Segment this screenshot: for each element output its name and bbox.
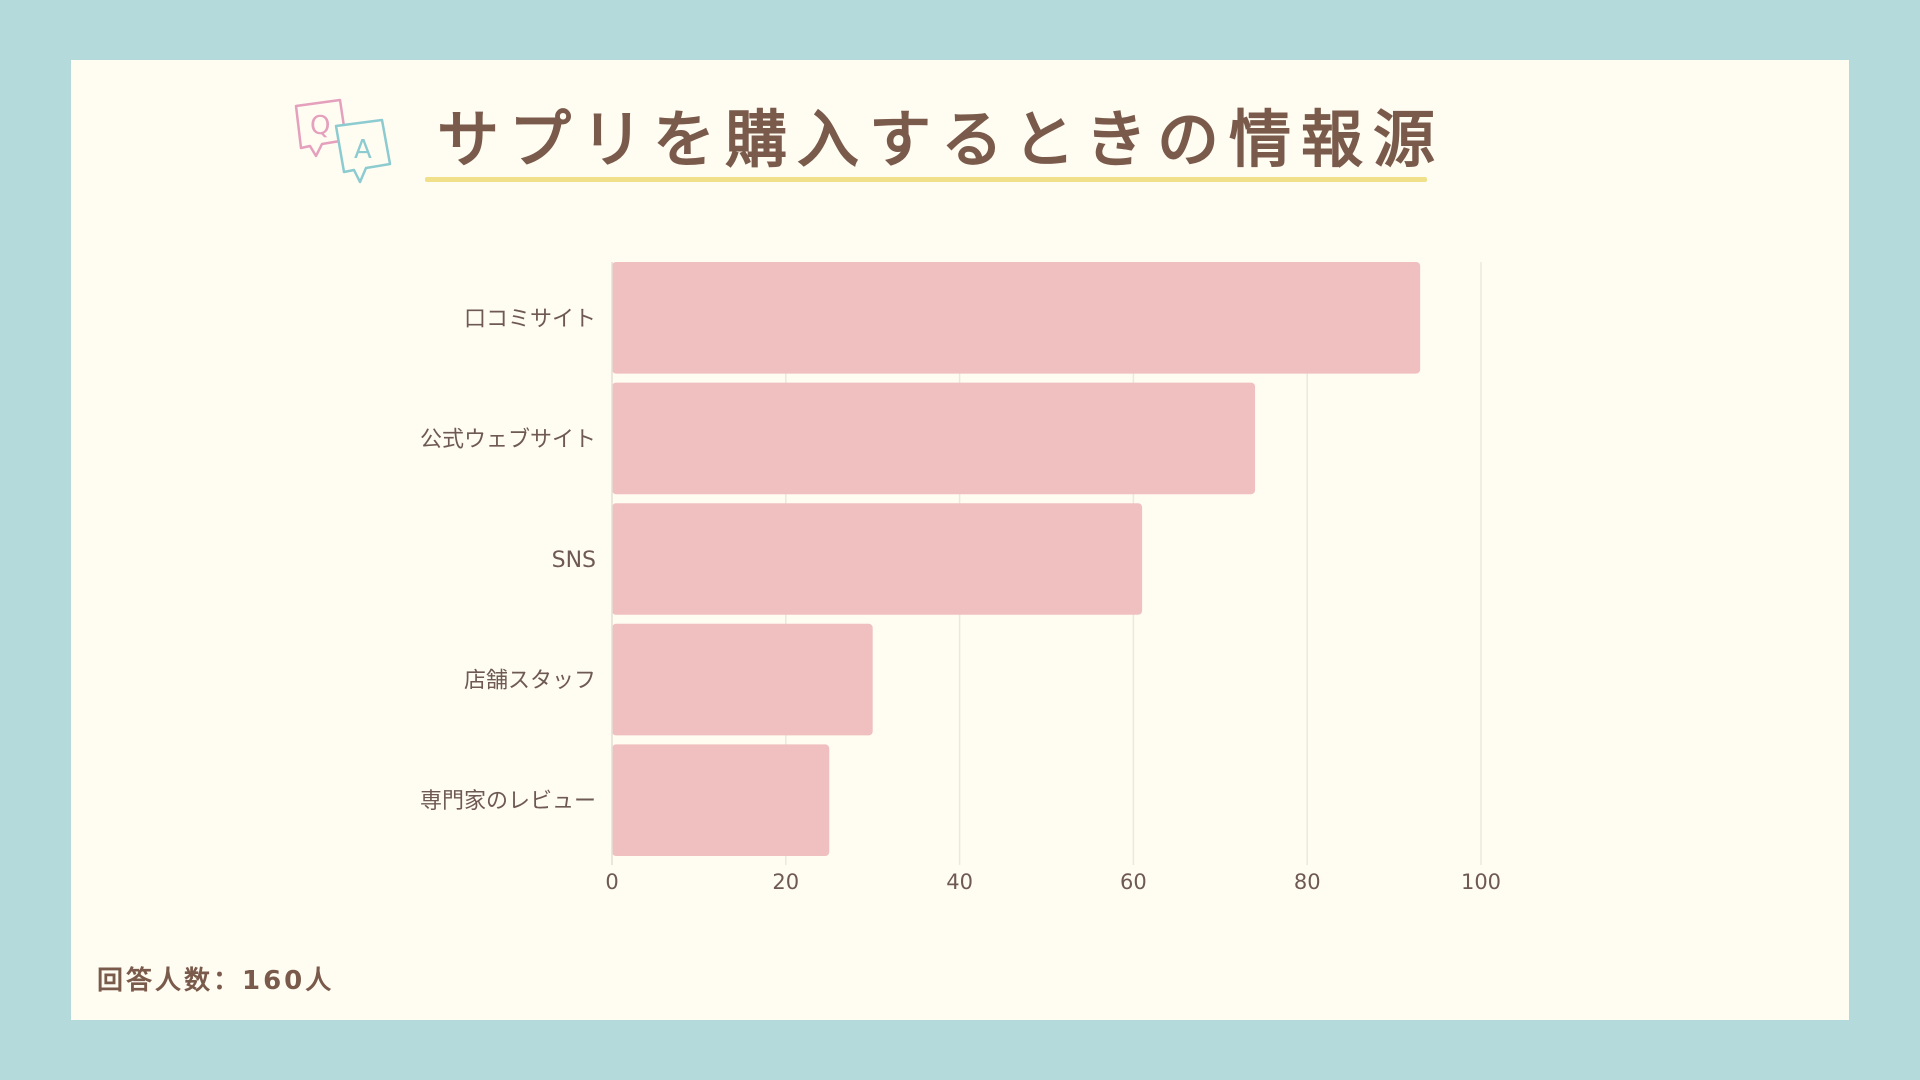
q-letter: Q [310,111,330,141]
category-label-2: SNS [552,548,596,573]
qa-speech-bubbles-icon: Q A [294,98,392,184]
bar-0 [612,262,1421,374]
respondent-count-note: 回答人数：160人 [97,966,335,996]
a-letter: A [354,135,372,165]
bar-4 [612,744,830,856]
category-label-3: 店舗スタッフ [464,669,596,694]
category-label-4: 専門家のレビュー [420,789,596,814]
x-tick-label-20: 20 [772,870,799,894]
bar-2 [612,503,1143,615]
title-underline [425,177,1427,182]
chart-card: Q A サプリを購入するときの情報源 口コミサイト公式ウェブサイト SNS 店舗スタ… [71,60,1849,1020]
a-bubble-icon [334,118,392,184]
x-tick-label-100: 100 [1461,870,1501,894]
bar-3 [612,623,873,736]
bar-1 [612,382,1256,495]
x-tick-label-80: 80 [1294,870,1321,894]
x-tick-label-40: 40 [946,870,973,894]
x-tick-label-60: 60 [1120,870,1147,894]
x-tick-label-0: 0 [605,870,618,894]
q-bubble-icon [294,98,348,158]
category-label-1: 公式ウェブサイト [420,427,596,452]
page-title: サプリを購入するときの情報源 [437,103,1446,176]
category-label-0: 口コミサイト [464,307,596,332]
